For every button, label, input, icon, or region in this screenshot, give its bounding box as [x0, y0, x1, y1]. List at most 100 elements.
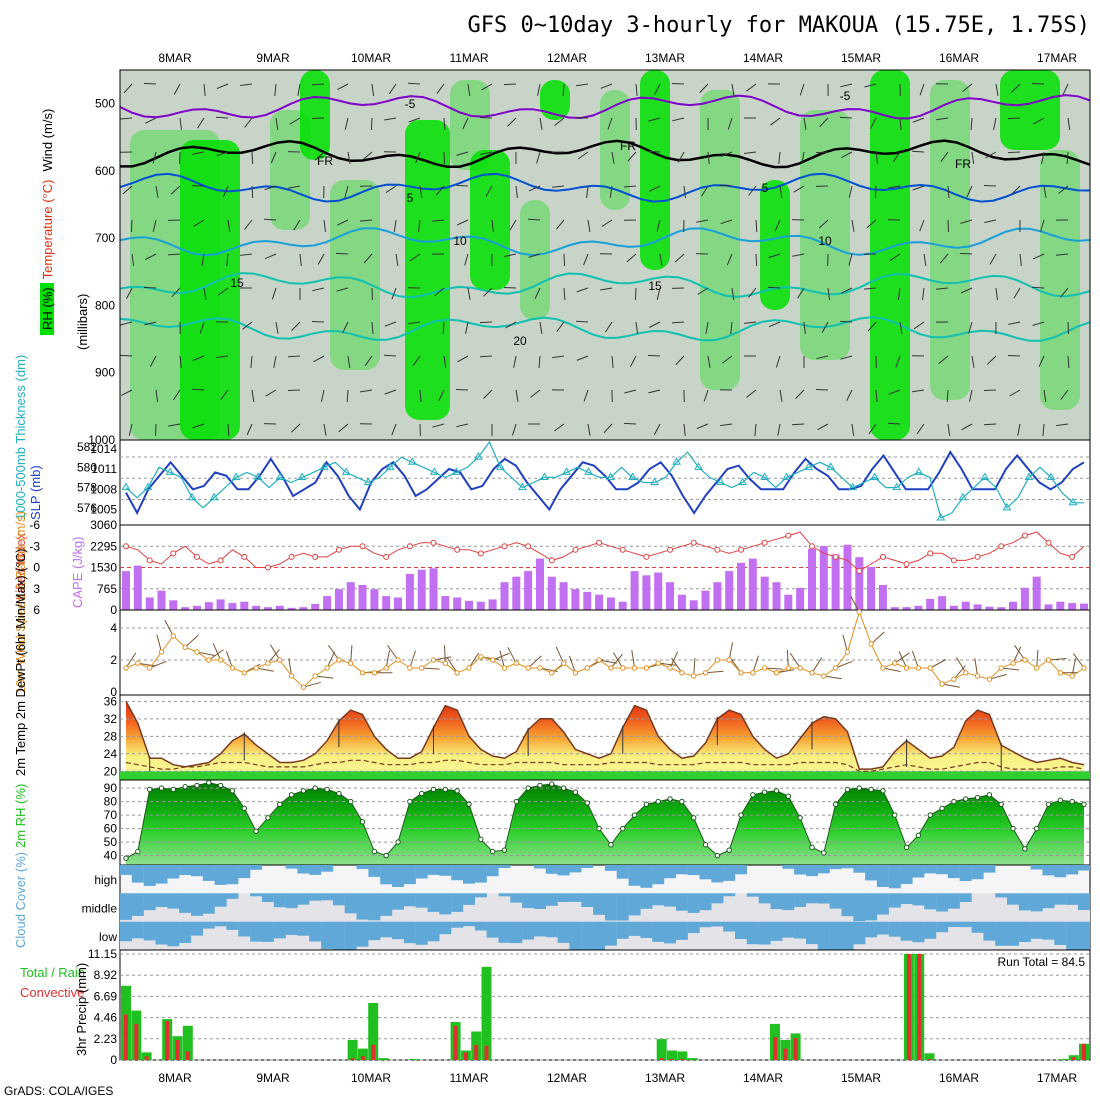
- wind-barb: [851, 423, 855, 436]
- wind-barb: [647, 150, 661, 153]
- wind-barb: [513, 355, 517, 368]
- rh-point: [1057, 797, 1064, 803]
- wind-barb: [795, 389, 805, 399]
- wind-barb: [216, 151, 229, 157]
- cape-bar: [429, 568, 438, 610]
- cloud-bar: [1078, 865, 1090, 871]
- isotherm-line: [119, 172, 1091, 203]
- rh-point: [927, 812, 933, 818]
- thickness-point: [385, 462, 395, 470]
- cloud-bar: [817, 893, 830, 904]
- cloud-bar: [865, 893, 878, 921]
- cloud-bar: [486, 921, 499, 938]
- thickness-point: [694, 462, 703, 470]
- thickness-point: [143, 482, 153, 491]
- wind10m-barb: [882, 667, 901, 672]
- wind-barb: [989, 253, 997, 265]
- wind10m-barb: [225, 650, 233, 669]
- cloud-bar: [1007, 893, 1019, 905]
- wind10m-barbs: [125, 595, 1085, 688]
- rh-point: [856, 785, 862, 791]
- thickness-tick: 576: [77, 501, 97, 515]
- wind-barb: [313, 355, 325, 363]
- wind10m-point: [1069, 673, 1075, 679]
- thickness-point: [782, 472, 792, 480]
- wind10m-point: [1081, 665, 1087, 671]
- cloud-bar: [297, 865, 310, 874]
- wind-barb: [1031, 286, 1045, 289]
- wind10m-point: [478, 654, 484, 660]
- wind-barb: [371, 321, 374, 335]
- pressure-tick: 500: [95, 97, 115, 111]
- wind-barb: [840, 287, 853, 294]
- wind-barb: [874, 185, 877, 199]
- wind10m-point: [395, 657, 401, 663]
- cloud-bar: [498, 921, 511, 943]
- wind-barb: [145, 253, 157, 260]
- date-tick-top: 10MAR: [351, 51, 391, 65]
- lifted-index-point: [832, 553, 839, 560]
- cape-bar: [808, 548, 816, 610]
- wind-barb: [603, 423, 613, 434]
- cloud-bar: [427, 865, 440, 875]
- thickness-point: [980, 472, 990, 480]
- wind-barb: [289, 117, 301, 125]
- cape-bar: [819, 546, 828, 610]
- rh-point: [371, 848, 378, 855]
- wind-barb: [203, 287, 207, 300]
- date-tick-bottom: 12MAR: [547, 1071, 587, 1085]
- thickness-point: [584, 467, 593, 475]
- cloud-bar: [427, 893, 440, 912]
- wind-barb: [840, 83, 853, 88]
- cloud-bar: [888, 865, 901, 889]
- cape-bar: [796, 587, 805, 610]
- wind-barb: [360, 389, 373, 393]
- cloud-bar: [770, 921, 783, 941]
- cloud-bar: [238, 921, 251, 937]
- precip-legend: Total / Rain Convective: [20, 965, 85, 1000]
- lifted-index-point: [548, 557, 555, 564]
- cloud-bar: [1078, 921, 1090, 950]
- lifted-index-point: [241, 553, 248, 560]
- precip-ylabel: 3hr Precip (mm): [74, 963, 89, 1056]
- wind-barb: [659, 253, 663, 266]
- wind-barb: [1019, 253, 1022, 266]
- wind10m-point: [194, 649, 200, 655]
- cape-bar: [488, 599, 497, 610]
- date-tick-top: 12MAR: [547, 51, 587, 65]
- cloud-cover-panel: high middle low Cloud Cover (%): [13, 852, 1091, 951]
- cloud-bar: [131, 893, 144, 916]
- wind-barb: [216, 83, 229, 90]
- rh-point: [608, 842, 614, 848]
- rh-point: [832, 801, 839, 807]
- wind-barb: [983, 185, 997, 187]
- cloud-bar: [664, 921, 676, 944]
- wind-barb: [1038, 355, 1045, 368]
- precip-convective-bar: [917, 954, 922, 1060]
- rh-point: [241, 805, 247, 812]
- wind-barb: [897, 287, 901, 300]
- precip-tick: 4.46: [94, 1011, 118, 1025]
- wind-barb: [251, 151, 254, 165]
- cloud-bar: [735, 865, 747, 875]
- thickness-point: [870, 472, 880, 480]
- cloud-bar: [1030, 893, 1043, 912]
- wind-barb: [868, 423, 877, 435]
- wind10m-barb: [288, 658, 293, 677]
- wind-barb: [1043, 389, 1047, 402]
- rh-point: [702, 842, 709, 848]
- wind-barb: [227, 423, 230, 437]
- wind10m-point: [880, 665, 886, 671]
- rh-tick: 40: [104, 849, 118, 863]
- temperature-tick: 32: [104, 712, 118, 726]
- cloud-bar: [522, 921, 535, 940]
- pressure-tick: 900: [95, 366, 115, 380]
- wind-barb: [507, 117, 517, 127]
- cloud-bar: [841, 865, 854, 869]
- cloud-bar: [392, 865, 404, 887]
- lifted-cape-ticks: -6 -3 0 3 6 3060 2295 1530 765 0: [29, 518, 117, 617]
- rh-point: [974, 794, 981, 801]
- cloud-bar: [143, 865, 156, 886]
- wind10m-barb: [658, 662, 677, 666]
- wind-barb: [674, 253, 685, 263]
